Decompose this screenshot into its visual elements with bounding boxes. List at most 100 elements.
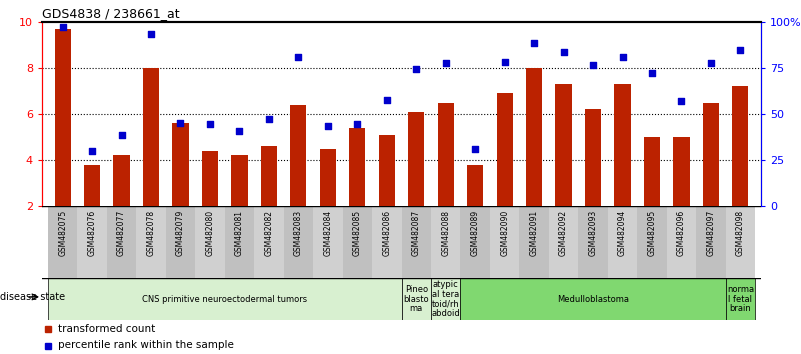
Bar: [431, 278, 461, 320]
Bar: [461, 206, 490, 278]
Bar: [702, 103, 719, 206]
Text: GSM482088: GSM482088: [441, 210, 450, 256]
Point: [292, 54, 304, 59]
Bar: [48, 206, 78, 278]
Point: [557, 49, 570, 55]
Point: [498, 59, 511, 65]
Bar: [526, 68, 542, 206]
Point: [586, 62, 599, 67]
Bar: [114, 155, 130, 206]
Text: GSM482075: GSM482075: [58, 210, 67, 256]
Bar: [195, 206, 225, 278]
Bar: [254, 206, 284, 278]
Bar: [409, 112, 425, 206]
Bar: [608, 206, 638, 278]
Bar: [48, 278, 401, 320]
Bar: [401, 206, 431, 278]
Text: GSM482080: GSM482080: [206, 210, 215, 256]
Point: [705, 61, 718, 66]
Text: Pineo
blasto
ma: Pineo blasto ma: [404, 285, 429, 313]
Text: GSM482090: GSM482090: [500, 210, 509, 256]
Point: [734, 47, 747, 52]
Point: [469, 145, 481, 151]
Bar: [143, 68, 159, 206]
Bar: [372, 206, 401, 278]
Point: [646, 70, 658, 75]
Text: GSM482096: GSM482096: [677, 210, 686, 256]
Bar: [84, 165, 100, 206]
Bar: [379, 135, 395, 206]
Point: [616, 54, 629, 59]
Text: GSM482095: GSM482095: [647, 210, 657, 256]
Text: transformed count: transformed count: [58, 324, 155, 333]
Bar: [401, 278, 431, 320]
Bar: [284, 206, 313, 278]
Text: GSM482097: GSM482097: [706, 210, 715, 256]
Bar: [225, 206, 254, 278]
Bar: [638, 206, 666, 278]
Text: GSM482094: GSM482094: [618, 210, 627, 256]
Bar: [578, 206, 608, 278]
Text: GSM482098: GSM482098: [736, 210, 745, 256]
Point: [115, 132, 128, 138]
Bar: [349, 128, 365, 206]
Bar: [732, 86, 748, 206]
Text: disease state: disease state: [0, 292, 65, 302]
Bar: [166, 206, 195, 278]
Text: Medulloblastoma: Medulloblastoma: [557, 295, 629, 303]
Text: GSM482084: GSM482084: [324, 210, 332, 256]
Text: GSM482085: GSM482085: [352, 210, 362, 256]
Point: [380, 97, 393, 103]
Bar: [549, 206, 578, 278]
Bar: [555, 84, 572, 206]
Point: [263, 116, 276, 121]
Point: [145, 31, 158, 36]
Text: atypic
al tera
toid/rh
abdoid: atypic al tera toid/rh abdoid: [431, 280, 460, 318]
Text: GSM482077: GSM482077: [117, 210, 126, 256]
Point: [410, 66, 423, 72]
Text: CNS primitive neuroectodermal tumors: CNS primitive neuroectodermal tumors: [142, 295, 308, 303]
Point: [233, 129, 246, 134]
Point: [203, 121, 216, 127]
Text: GSM482078: GSM482078: [147, 210, 155, 256]
Bar: [696, 206, 726, 278]
Bar: [490, 206, 519, 278]
Text: GSM482086: GSM482086: [382, 210, 391, 256]
Bar: [467, 165, 483, 206]
Bar: [107, 206, 136, 278]
Bar: [313, 206, 343, 278]
Bar: [585, 109, 601, 206]
Text: percentile rank within the sample: percentile rank within the sample: [58, 341, 234, 350]
Text: GSM482087: GSM482087: [412, 210, 421, 256]
Point: [439, 61, 452, 66]
Bar: [290, 105, 307, 206]
Text: GDS4838 / 238661_at: GDS4838 / 238661_at: [42, 7, 179, 20]
Text: GSM482081: GSM482081: [235, 210, 244, 256]
Bar: [519, 206, 549, 278]
Point: [56, 24, 69, 29]
Point: [675, 98, 688, 104]
Text: GSM482091: GSM482091: [529, 210, 538, 256]
Bar: [172, 123, 188, 206]
Bar: [54, 29, 70, 206]
Point: [351, 121, 364, 127]
Bar: [644, 137, 660, 206]
Bar: [614, 84, 630, 206]
Bar: [666, 206, 696, 278]
Text: GSM482089: GSM482089: [471, 210, 480, 256]
Text: GSM482092: GSM482092: [559, 210, 568, 256]
Point: [174, 120, 187, 126]
Point: [86, 148, 99, 154]
Bar: [461, 278, 726, 320]
Bar: [726, 206, 755, 278]
Bar: [202, 151, 218, 206]
Bar: [231, 155, 248, 206]
Text: GSM482076: GSM482076: [87, 210, 97, 256]
Text: norma
l fetal
brain: norma l fetal brain: [727, 285, 754, 313]
Bar: [343, 206, 372, 278]
Point: [528, 40, 541, 46]
Bar: [136, 206, 166, 278]
Text: GSM482083: GSM482083: [294, 210, 303, 256]
Text: GSM482093: GSM482093: [589, 210, 598, 256]
Bar: [497, 93, 513, 206]
